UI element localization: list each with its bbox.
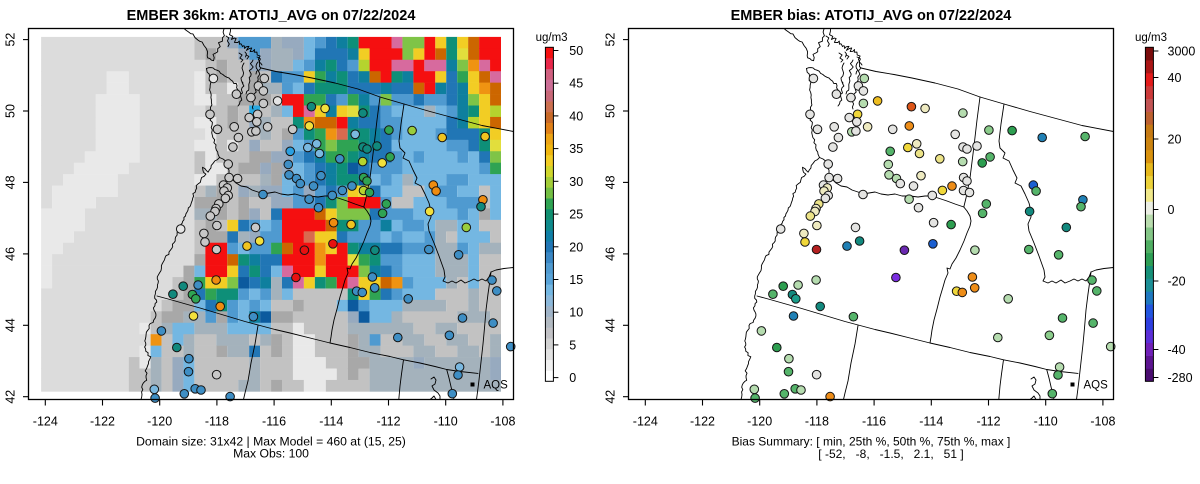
svg-text:-280: -280 (1168, 371, 1193, 385)
svg-text:-122: -122 (690, 415, 715, 429)
svg-text:48: 48 (3, 175, 17, 189)
svg-text:45: 45 (569, 77, 583, 91)
svg-text:-20: -20 (1168, 275, 1186, 289)
svg-text:0: 0 (569, 371, 576, 385)
svg-text:20: 20 (569, 240, 583, 254)
svg-text:EMBER bias: ATOTIJ_AVG on 07/2: EMBER bias: ATOTIJ_AVG on 07/22/2024 (731, 8, 1012, 24)
svg-text:5: 5 (569, 338, 576, 352)
svg-text:50: 50 (569, 44, 583, 58)
svg-text:48: 48 (603, 175, 617, 189)
svg-text:44: 44 (603, 318, 617, 332)
svg-text:46: 46 (3, 247, 17, 261)
svg-text:-120: -120 (147, 415, 172, 429)
svg-text:Max Obs: 100: Max Obs: 100 (233, 447, 309, 461)
svg-text:40: 40 (1168, 71, 1182, 85)
svg-text:46: 46 (603, 247, 617, 261)
svg-text:-114: -114 (919, 415, 943, 429)
svg-text:-112: -112 (376, 415, 400, 429)
svg-text:-116: -116 (862, 415, 886, 429)
svg-text:-110: -110 (1034, 415, 1058, 429)
svg-text:Bias Summary: [ min, 25th %, 5: Bias Summary: [ min, 25th %, 50th %, 75t… (732, 435, 1011, 449)
svg-text:-110: -110 (434, 415, 458, 429)
svg-text:Domain size: 31x42 | Max Model: Domain size: 31x42 | Max Model = 460 at … (136, 435, 406, 449)
svg-text:52: 52 (603, 33, 617, 47)
svg-text:-120: -120 (747, 415, 772, 429)
svg-text:42: 42 (603, 390, 617, 404)
svg-text:44: 44 (3, 318, 17, 332)
svg-text:-114: -114 (319, 415, 343, 429)
svg-text:35: 35 (569, 142, 583, 156)
svg-text:-108: -108 (1090, 415, 1115, 429)
svg-text:[ -52, -8, -1.5, 2.1,: [ -52, -8, -1.5, 2.1, 51 ] (818, 447, 963, 461)
svg-text:AQS: AQS (1084, 380, 1109, 392)
svg-text:-124: -124 (33, 415, 58, 429)
svg-text:EMBER 36km: ATOTIJ_AVG on 07/2: EMBER 36km: ATOTIJ_AVG on 07/22/2024 (127, 8, 416, 24)
svg-text:42: 42 (3, 390, 17, 404)
svg-text:-40: -40 (1168, 343, 1186, 357)
svg-text:10: 10 (569, 306, 583, 320)
svg-text:50: 50 (603, 104, 617, 118)
svg-text:AQS: AQS (484, 380, 509, 392)
svg-text:-108: -108 (490, 415, 515, 429)
svg-text:25: 25 (569, 208, 583, 222)
svg-text:30: 30 (569, 175, 583, 189)
svg-text:-118: -118 (205, 415, 229, 429)
svg-text:-118: -118 (805, 415, 829, 429)
svg-text:15: 15 (569, 273, 583, 287)
svg-text:40: 40 (569, 109, 583, 123)
svg-text:0: 0 (1168, 203, 1175, 217)
svg-text:-112: -112 (976, 415, 1000, 429)
svg-text:-122: -122 (90, 415, 115, 429)
svg-text:ug/m3: ug/m3 (536, 32, 568, 44)
svg-text:50: 50 (3, 104, 17, 118)
svg-text:-116: -116 (262, 415, 286, 429)
svg-text:-124: -124 (633, 415, 658, 429)
svg-text:3000: 3000 (1168, 45, 1196, 59)
svg-text:20: 20 (1168, 133, 1182, 147)
svg-text:52: 52 (3, 33, 17, 47)
svg-text:ug/m3: ug/m3 (1135, 32, 1167, 44)
